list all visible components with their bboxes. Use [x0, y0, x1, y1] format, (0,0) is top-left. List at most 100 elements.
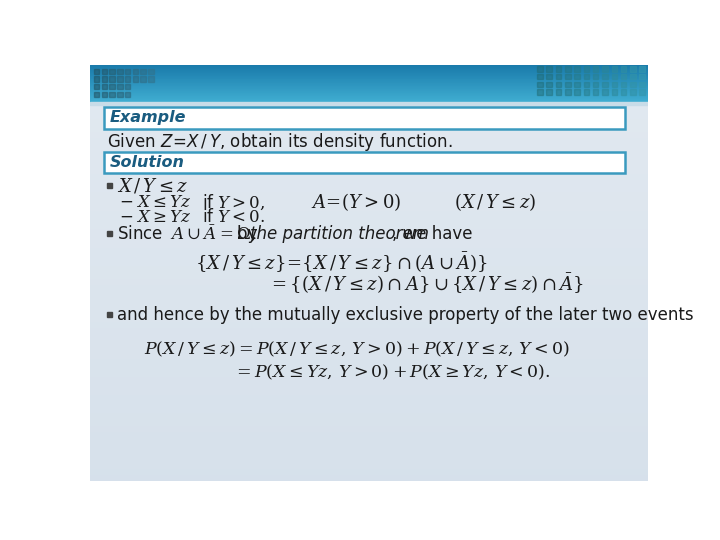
Bar: [117, 92, 122, 97]
Bar: [90, 325, 648, 326]
Bar: [90, 315, 648, 316]
Bar: [90, 452, 648, 453]
Bar: [90, 178, 648, 179]
Bar: [90, 424, 648, 425]
FancyBboxPatch shape: [104, 152, 625, 173]
Bar: [90, 154, 648, 155]
Bar: [90, 360, 648, 361]
Bar: [90, 302, 648, 303]
Bar: [90, 137, 648, 138]
Bar: [90, 428, 648, 429]
Bar: [90, 71, 648, 72]
Bar: [90, 341, 648, 342]
Bar: [90, 458, 648, 459]
Bar: [90, 283, 648, 284]
Bar: [90, 258, 648, 259]
Bar: [90, 194, 648, 195]
Bar: [556, 82, 561, 87]
Bar: [90, 200, 648, 201]
Bar: [90, 273, 648, 274]
Bar: [90, 279, 648, 280]
Bar: [90, 275, 648, 276]
Bar: [90, 294, 648, 295]
Bar: [90, 161, 648, 162]
Bar: [90, 125, 648, 126]
Bar: [90, 411, 648, 412]
Bar: [90, 400, 648, 401]
Bar: [90, 88, 648, 89]
Bar: [90, 190, 648, 191]
Bar: [90, 108, 648, 109]
Bar: [102, 76, 107, 82]
Bar: [109, 69, 114, 74]
Bar: [90, 468, 648, 469]
Bar: [90, 448, 648, 449]
Bar: [90, 426, 648, 427]
Bar: [90, 351, 648, 352]
Bar: [90, 435, 648, 436]
Bar: [565, 74, 570, 79]
Bar: [90, 114, 648, 115]
Bar: [90, 416, 648, 417]
Text: if $Y > 0,$: if $Y > 0,$: [202, 192, 266, 212]
Bar: [565, 90, 570, 95]
Bar: [90, 75, 648, 76]
Bar: [90, 180, 648, 181]
Text: $\left(X\,/\,Y \leq z\right)$: $\left(X\,/\,Y \leq z\right)$: [454, 191, 536, 213]
Bar: [575, 66, 580, 72]
Bar: [90, 157, 648, 158]
Bar: [90, 99, 648, 100]
Bar: [90, 304, 648, 305]
Bar: [90, 280, 648, 281]
Bar: [621, 74, 626, 79]
Bar: [584, 66, 589, 72]
Bar: [107, 231, 112, 236]
Bar: [90, 116, 648, 117]
Bar: [90, 447, 648, 448]
Bar: [90, 413, 648, 414]
Bar: [602, 90, 608, 95]
Bar: [125, 92, 130, 97]
Bar: [90, 475, 648, 476]
Bar: [90, 284, 648, 285]
Bar: [90, 189, 648, 190]
Bar: [90, 266, 648, 267]
Bar: [90, 383, 648, 384]
Bar: [90, 130, 648, 131]
Bar: [90, 402, 648, 403]
Bar: [125, 76, 130, 82]
Bar: [90, 113, 648, 114]
Bar: [90, 240, 648, 241]
Bar: [90, 242, 648, 244]
Bar: [90, 311, 648, 312]
Bar: [90, 195, 648, 197]
Bar: [90, 434, 648, 435]
Bar: [90, 320, 648, 321]
Bar: [90, 272, 648, 273]
Bar: [546, 82, 552, 87]
Bar: [90, 359, 648, 360]
Bar: [90, 388, 648, 389]
Bar: [90, 422, 648, 423]
Bar: [90, 93, 648, 94]
Bar: [90, 357, 648, 358]
Bar: [90, 433, 648, 434]
Bar: [90, 384, 648, 385]
Bar: [90, 345, 648, 346]
Bar: [90, 102, 648, 105]
Bar: [94, 69, 99, 74]
Bar: [90, 278, 648, 279]
Bar: [90, 396, 648, 397]
Text: Example: Example: [110, 111, 186, 125]
Bar: [90, 100, 648, 101]
Bar: [90, 377, 648, 378]
Bar: [90, 209, 648, 210]
Bar: [90, 237, 648, 238]
Bar: [90, 276, 648, 278]
Bar: [90, 389, 648, 390]
Bar: [90, 336, 648, 338]
Bar: [90, 94, 648, 95]
Bar: [90, 314, 648, 315]
Bar: [537, 90, 543, 95]
Bar: [90, 119, 648, 120]
